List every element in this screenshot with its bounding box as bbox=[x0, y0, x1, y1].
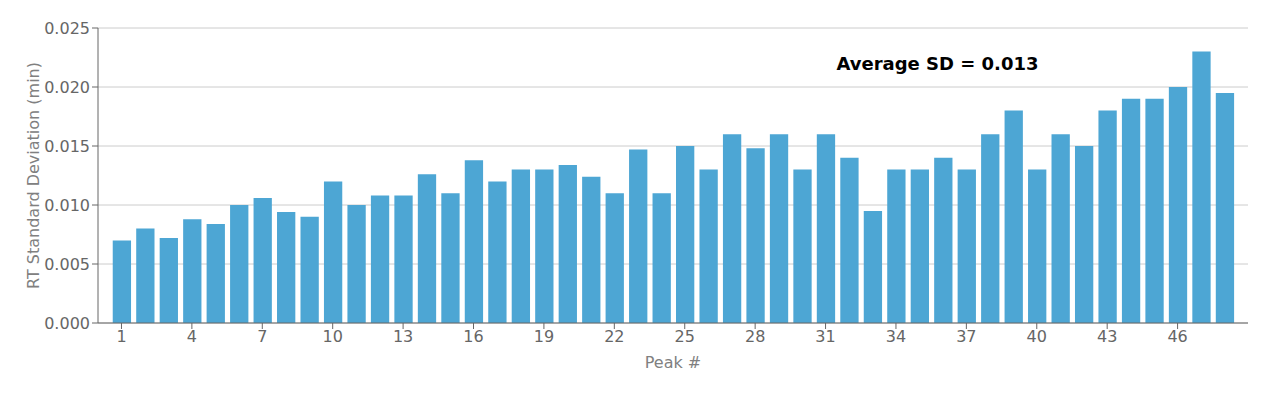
svg-text:31: 31 bbox=[815, 327, 835, 346]
svg-text:25: 25 bbox=[675, 327, 695, 346]
svg-text:16: 16 bbox=[463, 327, 483, 346]
svg-text:Peak #: Peak # bbox=[645, 353, 701, 372]
svg-text:28: 28 bbox=[745, 327, 765, 346]
svg-text:0.005: 0.005 bbox=[44, 255, 90, 274]
svg-text:46: 46 bbox=[1167, 327, 1187, 346]
html-text:Average SD = 0.013: Average SD = 0.013 bbox=[836, 52, 1039, 74]
svg-text:37: 37 bbox=[956, 327, 976, 346]
svg-text:RT Standard Deviation (min): RT Standard Deviation (min) bbox=[24, 62, 43, 289]
svg-text:43: 43 bbox=[1097, 327, 1117, 346]
svg-text:0.020: 0.020 bbox=[44, 78, 90, 97]
svg-text:0.015: 0.015 bbox=[44, 137, 90, 156]
svg-text:0.025: 0.025 bbox=[44, 19, 90, 38]
svg-text:34: 34 bbox=[886, 327, 906, 346]
svg-text:4: 4 bbox=[187, 327, 197, 346]
svg-text:0.010: 0.010 bbox=[44, 196, 90, 215]
svg-text:22: 22 bbox=[604, 327, 624, 346]
svg-text:7: 7 bbox=[257, 327, 267, 346]
svg-text:40: 40 bbox=[1027, 327, 1047, 346]
svg-text:19: 19 bbox=[534, 327, 554, 346]
svg-text:1: 1 bbox=[116, 327, 126, 346]
svg-text:13: 13 bbox=[393, 327, 413, 346]
svg-text:0.000: 0.000 bbox=[44, 314, 90, 333]
svg-text:10: 10 bbox=[323, 327, 343, 346]
